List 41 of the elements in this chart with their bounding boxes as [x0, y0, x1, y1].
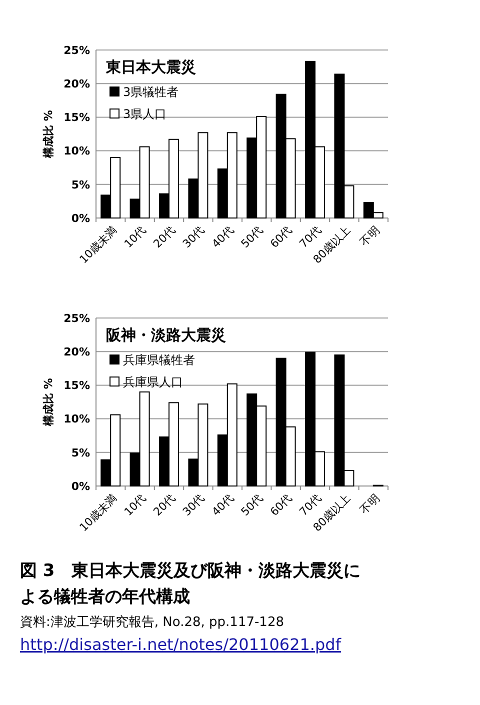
x-tick-label: 50代 [238, 224, 266, 251]
x-tick-label: 60代 [268, 224, 295, 251]
x-tick-label: 60代 [268, 492, 295, 519]
y-tick-label: 25% [64, 44, 90, 57]
x-tick-label: 10代 [122, 492, 149, 519]
x-tick-label: 50代 [238, 492, 266, 519]
y-axis-title: 構成比 % [42, 110, 55, 159]
x-tick-label: 10代 [122, 224, 149, 251]
caption: 図 3 東日本大震災及び阪神・淡路大震災による犠牲者の年代構成 [20, 561, 361, 607]
y-tick-label: 15% [64, 379, 90, 392]
x-tick-label: 40代 [209, 224, 236, 251]
x-tick-label: 70代 [296, 224, 324, 251]
legend-label: 兵庫県犠牲者 [123, 353, 195, 368]
y-tick-label: 20% [64, 345, 90, 358]
x-tick-label: 不明 [357, 492, 382, 516]
y-tick-label: 10% [64, 412, 90, 426]
x-tick-label: 10歳未満 [77, 224, 120, 266]
y-tick-label: 25% [64, 312, 90, 325]
y-tick-label: 0% [71, 212, 90, 225]
y-tick-label: 15% [64, 111, 90, 124]
text: 東日本大震災 [105, 58, 196, 76]
y-tick-label: 20% [64, 77, 90, 90]
x-tick-label: 30代 [180, 492, 208, 519]
x-tick-label: 70代 [296, 492, 324, 519]
y-tick-label: 10% [64, 144, 90, 158]
y-axis-title: 構成比 % [42, 378, 55, 427]
x-tick-label: 不明 [357, 224, 382, 248]
legend-label: 兵庫県人口 [123, 375, 183, 390]
text: 資料:津波工学研究報告, No.28, pp.117-128 [20, 615, 284, 630]
legend-label: 3県犠牲者 [123, 85, 179, 100]
text: 阪神・淡路大震災 [106, 326, 226, 344]
legend-label: 3県人口 [123, 107, 167, 122]
text: http://disaster-i.net/notes/20110621.pdf [20, 635, 342, 654]
y-tick-label: 5% [71, 446, 90, 460]
x-tick-label: 30代 [180, 224, 208, 251]
x-tick-label: 10歳未満 [77, 492, 120, 534]
x-tick-label: 20代 [150, 224, 178, 251]
y-tick-label: 0% [71, 480, 90, 493]
x-tick-label: 40代 [209, 492, 236, 519]
x-tick-label: 20代 [150, 492, 178, 519]
y-tick-label: 5% [71, 178, 90, 192]
